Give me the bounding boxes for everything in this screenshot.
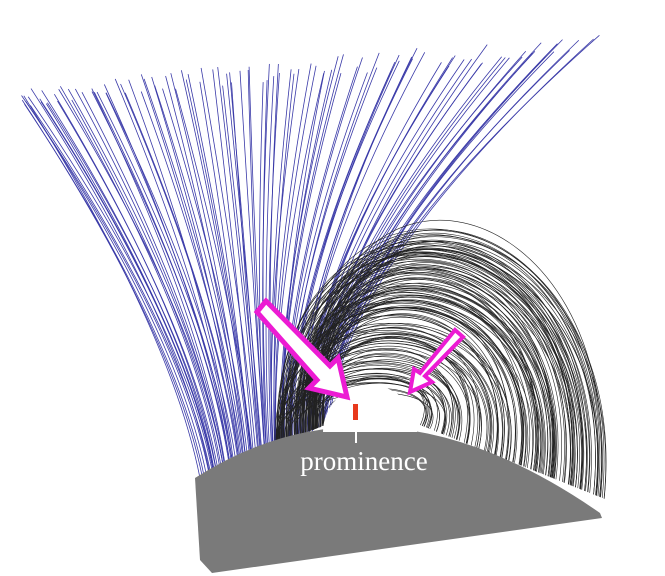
field-line [92,89,226,468]
field-line [106,93,236,465]
prominence-marker [353,404,358,420]
prominence-label: prominence [300,446,427,476]
field-line [26,101,207,476]
field-line [41,102,214,473]
figure: prominence [0,0,665,576]
field-line [24,96,200,478]
field-line [24,104,204,477]
field-line [201,68,256,455]
